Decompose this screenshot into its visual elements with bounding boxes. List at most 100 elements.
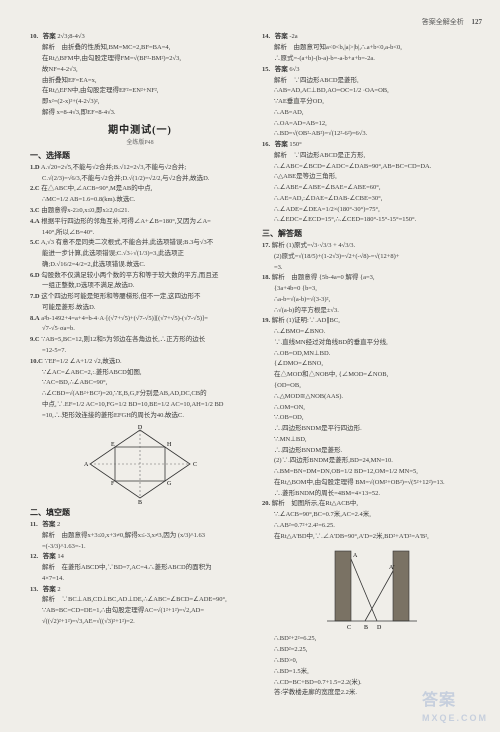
q18-line: ∴√(a-b)的平方根是±√3. (262, 307, 482, 316)
svg-text:D: D (377, 625, 382, 631)
svg-text:B: B (138, 500, 142, 504)
svg-text:F: F (111, 481, 115, 487)
ans-label: 答案 (43, 586, 56, 593)
q10-line: 解析 由折叠的性质知,BM=MC=2,BF=BA=4, (30, 44, 250, 53)
q15: 15. 答案 6√3 (262, 66, 482, 75)
line: 由题意得x-2≥0,x≤0,即x≥2,0≤21. (41, 207, 129, 214)
q14-line: 解析 由题意可知a<0<b,|a|>|b|,∴.a+b<0,a-b<0, (262, 44, 482, 53)
sec3-head: 三、解答题 (262, 229, 482, 240)
q19-line: {∠DMO=∠BNO, (262, 360, 482, 369)
q5-line: 确;D.√16/2=4/2=2,此选项错误.故选C. (30, 261, 250, 270)
q13-line: √((√2)²+1²)=√3,AE=√((√3)²+1²)=2. (30, 618, 250, 627)
q10-line: 在Rt△BFM中,由勾股定理得FM=√(BF²-BM²)=2√3, (30, 55, 250, 64)
q2: 2.C 在△ABC中,∠ACB=90°,M是AB的中点, (30, 185, 250, 194)
q12-line: 解析 在菱形ABCD中,∵BD=7,AC=4.∴.菱形ABCD的面积为 (30, 564, 250, 573)
q10-line: 由折叠知EF=EA=x, (30, 77, 250, 86)
q11-line: 解析 由题意得x+3≤0,x+3≠0,解得x≤-3,x≠3,因为 (x/3)^1… (30, 532, 250, 541)
q18-line: ∴a-b=√(a-b)=√(3-3)², (262, 296, 482, 305)
line: 解析 (1)证明:∵.AD∥BC, (272, 317, 340, 324)
qn: 10. (30, 33, 38, 40)
columns: 10. 答案 2√3;8-4√3 解析 由折叠的性质知,BM=MC=2,BF=B… (30, 33, 482, 700)
q15-line: ∴.BD=√(OB²-AB²)=√(12²-6²)=6√3. (262, 130, 482, 139)
watermark: 答案 MXQE.COM (422, 690, 488, 724)
left-column: 10. 答案 2√3;8-4√3 解析 由折叠的性质知,BM=MC=2,BF=B… (30, 33, 250, 700)
q9: 9.C ∵AB=5,BC=12,则12和5为邻边在各角边长,∴正方形的边长 (30, 336, 250, 345)
q10c-line: ∴∠CBD=√(AB²+BC²)=20,∵E,B,G,F分别是AB,AD,DC,… (30, 390, 250, 399)
q16-line: ∴.∠EDC=∠ECD=15°,∴.∠CED=180°-15°-15°=150°… (262, 216, 482, 225)
q4: 4.A 根据平行四边形的邻角互补,可得∠A+∠B=180°,又因为∠A= (30, 218, 250, 227)
line: ∵AB=5,BC=12,则12和5为邻边在各角边长,∴正方形的边长 (41, 336, 205, 343)
q19: 19. 解析 (1)证明:∵.AD∥BC, (262, 317, 482, 326)
svg-text:A': A' (389, 565, 394, 571)
q16-line: ∴.AE=AD,:∠DAE=∠DAB-∠CBE=30°, (262, 195, 482, 204)
sec1-head: 一、选择题 (30, 151, 250, 162)
q14: 14. 答案 -2a (262, 33, 482, 42)
qn: 19. (262, 317, 270, 324)
watermark-sub: MXQE.COM (422, 712, 488, 724)
q16-line: ∴.∠ABE=∠ABE=∠BAE=∠ABE=60°, (262, 184, 482, 193)
ans: 2 (57, 586, 60, 593)
q16: 16. 答案 150° (262, 141, 482, 150)
rhombus-diagram: D C B A E H G F (80, 424, 200, 504)
q10-top: 10. 答案 2√3;8-4√3 (30, 33, 250, 42)
q19-line: ∴.BM=BN=DM=DN,OB=1/2 BD=12,OM=1/2 MN=5, (262, 468, 482, 477)
qn: 2.C (30, 185, 40, 192)
line: a²b-1492+4=a+4=b-4·A·[(√7+√5)+(√7-√5)][(… (41, 315, 208, 322)
qn: 20. (262, 500, 270, 507)
q5-line: 能进一步计算,此选项错误;C.√3÷√(1/3)=3,此选项正 (30, 250, 250, 259)
qn: 10.C (30, 358, 43, 365)
q19-line: {OD=OB, (262, 382, 482, 391)
q14-line: ∴原式=-(a+b)-(b-a)-b=-a-b+a+b=-2a. (262, 55, 482, 64)
line: ∵EF=1/2 ∠A+1/2 √2,故选D. (44, 358, 121, 365)
q19-line: ∵.直线MN经过对角线BD的垂直平分线, (262, 339, 482, 348)
q13-line: 解析 ∵BC⊥AB,CD⊥BC,AD⊥DE,∴∠ABC=∠BCD=∠ADE=90… (30, 596, 250, 605)
svg-text:E: E (111, 442, 115, 448)
line: 根据平行四边形的邻角互补,可得∠A+∠B=180°,又因为∠A= (41, 218, 211, 225)
q10c-line: ∵∠AC=∠ABC=2,:.菱形ABCD如图, (30, 369, 250, 378)
header-title: 答案全解全析 (422, 18, 464, 26)
svg-text:D: D (138, 425, 143, 431)
tail-line: ∴.BD>0, (262, 657, 482, 666)
line: 解析 如图所示,在Rt△ACB中, (272, 500, 358, 507)
q19-line: 在Rt△BOM中,由勾股定理得 BM=√(OM²+OB²)=√(5²+12²)=… (262, 479, 482, 488)
q3: 3.C 由题意得x-2≥0,x≤0,即x≥2,0≤21. (30, 207, 250, 216)
q1: 1.D A.√20=2√5,不能与√2合并;B.√12=2√3,不能与√2合并; (30, 164, 250, 173)
q11-line: =(-3/3)^1.63=-1. (30, 543, 250, 552)
q20-line: ∴.AB²=0.7²+2.4²=6.25. (262, 522, 482, 531)
ans-label: 答案 (43, 553, 56, 560)
ans: 2 (57, 521, 60, 528)
qn: 13. (30, 586, 38, 593)
q9-line: =12-5=7. (30, 347, 250, 356)
ans-label: 答案 (43, 33, 56, 40)
q19-line: ∴.∠BMO=∠BNO. (262, 328, 482, 337)
svg-text:G: G (167, 481, 172, 487)
qn: 9.C (30, 336, 40, 343)
ans-label: 答案 (42, 521, 55, 528)
q10-line: 故NF=4-2√3, (30, 66, 250, 75)
line: A.√20=2√5,不能与√2合并;B.√12=2√3,不能与√2合并; (41, 164, 186, 171)
tail-line: ∴.BD=1.5米, (262, 668, 482, 677)
right-column: 14. 答案 -2a 解析 由题意可知a<0<b,|a|>|b|,∴.a+b<0… (262, 33, 482, 700)
q10c-line: 中点,∵.EF=1/2 AC=10,FG=1/2 BD=10,BE=1/2 AC… (30, 401, 250, 410)
q20-line: ∵.∠ACB=90°,BC=0.7米,AC=2.4米, (262, 511, 482, 520)
qn: 12. (30, 553, 38, 560)
line: 解析 (1)原式=√3·√3/3 + 4√3/3. (272, 242, 355, 249)
q12-line: 4×7=14. (30, 575, 250, 584)
q19-line: (2)∵.四边形BNDM是菱形,BD=24,MN=10. (262, 457, 482, 466)
q20-line: 在Rt△A'BD中,∵.∠A'DB=90°,A'D=2米,BD²+A'D²=A'… (262, 533, 482, 542)
line: A,√3 有意不是同类二次根式,不能合并,此选项错误;B.3与√3不 (41, 239, 213, 246)
ans: 150° (289, 141, 301, 148)
ladder-diagram: A A' C B D (317, 545, 427, 631)
qn: 6.D (30, 272, 40, 279)
qn: 16. (262, 141, 270, 148)
q7: 7.D 这个四边形可能是矩形和等腰梯形,但不一定,这四边形不 (30, 293, 250, 302)
q15-line: 解析 ∵四边形ABCD是菱形, (262, 77, 482, 86)
q1-line: C.√(2/3)=√6/3,不能与√2合并;D.√(1/2)=√2/2,与√2合… (30, 175, 250, 184)
q2-line: ∴MC=1/2 AB=1.6=0.8(km).故选C. (30, 196, 250, 205)
q10-line: 即x²=(2-x)²+(4-2√3)², (30, 98, 250, 107)
q15-line: ∴.OA=AD=AB=12, (262, 120, 482, 129)
qn: 14. (262, 33, 270, 40)
q19-line: ∵.MN⊥BD, (262, 436, 482, 445)
q18-line: {3a+4b=0 {b=3, (262, 285, 482, 294)
line: 在△ABC中,∠ACB=90°,M是AB的中点, (41, 185, 152, 192)
